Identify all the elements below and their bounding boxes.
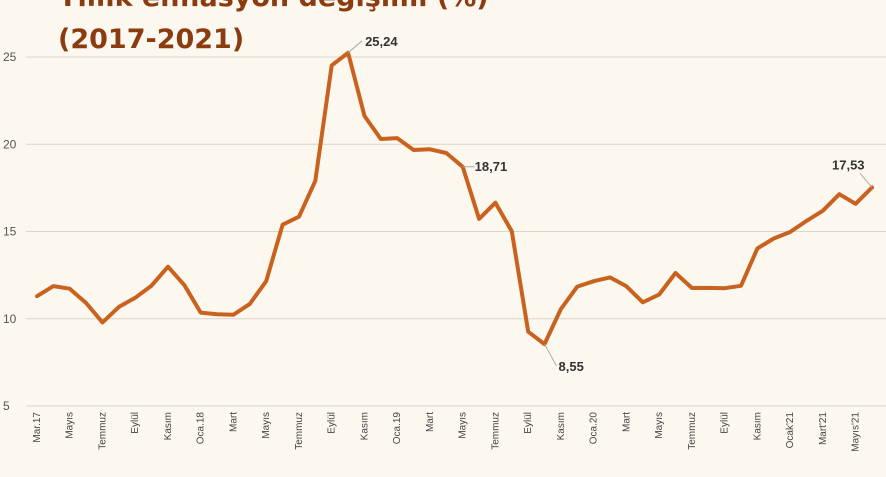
- x-tick-label: Mayıs: [654, 412, 665, 439]
- y-tick-label: 25: [3, 50, 17, 64]
- x-tick-label: Temmuz: [97, 412, 108, 450]
- x-tick-label: Ocak'21: [785, 412, 796, 449]
- x-tick-label: Oca.20: [589, 412, 600, 445]
- y-axis-ticks: 5 10 15 20 25: [3, 50, 17, 413]
- x-tick-label: Kasım: [556, 412, 567, 440]
- x-tick-label: Mart: [228, 412, 239, 432]
- gridlines: [26, 56, 886, 407]
- x-tick-label: Mayıs: [261, 412, 272, 439]
- x-tick-label: Mayıs: [458, 412, 469, 439]
- x-tick-label: Kasım: [359, 412, 370, 440]
- data-label: 8,55: [559, 359, 584, 374]
- x-tick-label: Temmuz: [294, 412, 305, 450]
- x-tick-label: Mart: [425, 412, 436, 432]
- series-line: [35, 50, 874, 347]
- data-label: 25,24: [365, 34, 398, 49]
- y-tick-label: 20: [3, 137, 17, 151]
- y-tick-label: 5: [3, 399, 10, 413]
- data-label-leader: [347, 40, 363, 54]
- x-tick-label: Mart: [621, 412, 632, 432]
- x-tick-label: Kasım: [752, 412, 763, 440]
- x-tick-label: Temmuz: [490, 412, 501, 450]
- y-tick-label: 10: [3, 312, 17, 326]
- chart-title-line2: (2017-2021): [58, 24, 245, 55]
- x-tick-label: Temmuz: [687, 412, 698, 450]
- x-tick-label: Eylül: [130, 412, 141, 434]
- x-tick-label: Mar.17: [32, 412, 43, 443]
- data-label-leader: [859, 173, 873, 188]
- x-tick-label: Kasım: [163, 412, 174, 440]
- x-tick-label: Oca.18: [196, 412, 207, 445]
- x-tick-label: Mayıs'21: [851, 412, 862, 452]
- x-tick-label: Eylül: [327, 412, 338, 434]
- chart-title-line1: Yıllık enflasyon değişimi (%): [58, 0, 489, 13]
- y-tick-label: 15: [3, 225, 17, 239]
- x-tick-label: Oca.19: [392, 412, 403, 445]
- x-tick-label: Eylül: [523, 412, 534, 434]
- data-label-leader: [544, 343, 557, 367]
- x-tick-label: Eylül: [720, 412, 731, 434]
- data-labels: 25,24 18,71 8,55 17,53: [347, 34, 873, 374]
- x-tick-label: Mayıs: [65, 412, 76, 439]
- x-tick-label: Mart'21: [818, 412, 829, 445]
- data-label: 17,53: [832, 157, 865, 172]
- data-label: 18,71: [475, 159, 508, 174]
- x-axis-ticks: Mar.17 Mayıs Temmuz Eylül Kasım Oca.18 Mart May…: [32, 412, 862, 452]
